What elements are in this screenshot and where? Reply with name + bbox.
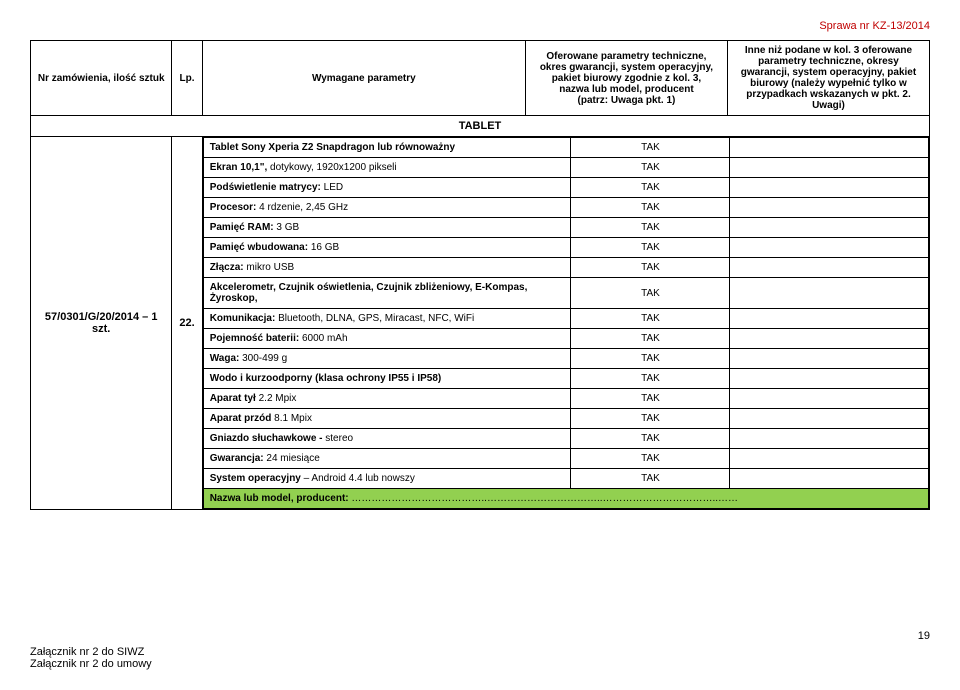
section-title-row: TABLET bbox=[31, 116, 930, 137]
spec-label: Gniazdo słuchawkowe - stereo bbox=[203, 429, 571, 449]
spec-tak: TAK bbox=[571, 389, 730, 409]
table-row: Aparat tył 2.2 MpixTAK bbox=[203, 389, 928, 409]
spec-tak: TAK bbox=[571, 409, 730, 429]
spec-blank bbox=[730, 369, 929, 389]
table-row: Pamięć wbudowana: 16 GBTAK bbox=[203, 238, 928, 258]
section-title: TABLET bbox=[31, 116, 930, 137]
header-row: Nr zamówienia, ilość sztuk Lp. Wymagane … bbox=[31, 41, 930, 116]
table-row: Ekran 10,1", dotykowy, 1920x1200 pikseli… bbox=[203, 158, 928, 178]
spec-blank bbox=[730, 278, 929, 309]
col-header-offer1: Oferowane parametry techniczne, okres gw… bbox=[525, 41, 727, 116]
spec-tak: TAK bbox=[571, 158, 730, 178]
spec-label: Komunikacja: Bluetooth, DLNA, GPS, Mirac… bbox=[203, 309, 571, 329]
table-row: Gwarancja: 24 miesiąceTAK bbox=[203, 449, 928, 469]
spec-blank bbox=[730, 138, 929, 158]
order-lp-cell: 22. bbox=[172, 137, 202, 510]
spec-tak: TAK bbox=[571, 178, 730, 198]
spec-tak: TAK bbox=[571, 138, 730, 158]
footer-line-1: Załącznik nr 2 do SIWZ bbox=[30, 646, 930, 658]
spec-tak: TAK bbox=[571, 369, 730, 389]
spec-tak: TAK bbox=[571, 449, 730, 469]
spec-blank bbox=[730, 469, 929, 489]
spec-label: Tablet Sony Xperia Z2 Snapdragon lub rów… bbox=[203, 138, 571, 158]
spec-label: Akcelerometr, Czujnik oświetlenia, Czujn… bbox=[203, 278, 571, 309]
spec-tak: TAK bbox=[571, 218, 730, 238]
footer: 19 Załącznik nr 2 do SIWZ Załącznik nr 2… bbox=[30, 630, 930, 670]
spec-blank bbox=[730, 258, 929, 278]
specs-container: Tablet Sony Xperia Z2 Snapdragon lub rów… bbox=[202, 137, 929, 510]
spec-tak: TAK bbox=[571, 198, 730, 218]
spec-tak: TAK bbox=[571, 258, 730, 278]
spec-blank bbox=[730, 449, 929, 469]
table-row: Waga: 300-499 gTAK bbox=[203, 349, 928, 369]
main-table: Nr zamówienia, ilość sztuk Lp. Wymagane … bbox=[30, 40, 930, 510]
spec-label: Aparat tył 2.2 Mpix bbox=[203, 389, 571, 409]
page-number: 19 bbox=[30, 630, 930, 642]
table-row: Aparat przód 8.1 MpixTAK bbox=[203, 409, 928, 429]
table-row: Pamięć RAM: 3 GBTAK bbox=[203, 218, 928, 238]
order-ref-cell: 57/0301/G/20/2014 – 1 szt. bbox=[31, 137, 172, 510]
spec-tak: TAK bbox=[571, 278, 730, 309]
table-row: Podświetlenie matrycy: LEDTAK bbox=[203, 178, 928, 198]
spec-blank bbox=[730, 309, 929, 329]
spec-label: Pamięć RAM: 3 GB bbox=[203, 218, 571, 238]
footer-line-2: Załącznik nr 2 do umowy bbox=[30, 658, 930, 670]
spec-tak: TAK bbox=[571, 349, 730, 369]
table-row: Procesor: 4 rdzenie, 2,45 GHzTAK bbox=[203, 198, 928, 218]
spec-blank bbox=[730, 198, 929, 218]
spec-tak: TAK bbox=[571, 429, 730, 449]
spec-blank bbox=[730, 429, 929, 449]
producer-row: Nazwa lub model, producent: ………………………………… bbox=[203, 489, 928, 509]
spec-blank bbox=[730, 178, 929, 198]
producer-cell: Nazwa lub model, producent: ………………………………… bbox=[203, 489, 928, 509]
spec-label: Waga: 300-499 g bbox=[203, 349, 571, 369]
spec-tak: TAK bbox=[571, 309, 730, 329]
spec-label: Podświetlenie matrycy: LED bbox=[203, 178, 571, 198]
spec-blank bbox=[730, 158, 929, 178]
spec-table: Tablet Sony Xperia Z2 Snapdragon lub rów… bbox=[203, 137, 929, 509]
spec-blank bbox=[730, 349, 929, 369]
spec-blank bbox=[730, 329, 929, 349]
table-row: Akcelerometr, Czujnik oświetlenia, Czujn… bbox=[203, 278, 928, 309]
table-row: Gniazdo słuchawkowe - stereoTAK bbox=[203, 429, 928, 449]
spec-label: Ekran 10,1", dotykowy, 1920x1200 pikseli bbox=[203, 158, 571, 178]
spec-tak: TAK bbox=[571, 469, 730, 489]
spec-label: Aparat przód 8.1 Mpix bbox=[203, 409, 571, 429]
table-row: Pojemność baterii: 6000 mAhTAK bbox=[203, 329, 928, 349]
spec-tak: TAK bbox=[571, 238, 730, 258]
table-row: Tablet Sony Xperia Z2 Snapdragon lub rów… bbox=[203, 138, 928, 158]
spec-tak: TAK bbox=[571, 329, 730, 349]
case-number: Sprawa nr KZ-13/2014 bbox=[30, 20, 930, 32]
table-row: Wodo i kurzoodporny (klasa ochrony IP55 … bbox=[203, 369, 928, 389]
spec-label: Pamięć wbudowana: 16 GB bbox=[203, 238, 571, 258]
col-header-nr: Nr zamówienia, ilość sztuk bbox=[31, 41, 172, 116]
spec-label: System operacyjny – Android 4.4 lub nows… bbox=[203, 469, 571, 489]
spec-label: Złącza: mikro USB bbox=[203, 258, 571, 278]
spec-label: Wodo i kurzoodporny (klasa ochrony IP55 … bbox=[203, 369, 571, 389]
table-row: Złącza: mikro USBTAK bbox=[203, 258, 928, 278]
spec-blank bbox=[730, 409, 929, 429]
body-row: 57/0301/G/20/2014 – 1 szt. 22. Tablet So… bbox=[31, 137, 930, 510]
table-row: Komunikacja: Bluetooth, DLNA, GPS, Mirac… bbox=[203, 309, 928, 329]
spec-label: Pojemność baterii: 6000 mAh bbox=[203, 329, 571, 349]
spec-label: Gwarancja: 24 miesiące bbox=[203, 449, 571, 469]
spec-blank bbox=[730, 389, 929, 409]
col-header-offer2: Inne niż podane w kol. 3 oferowane param… bbox=[727, 41, 929, 116]
spec-blank bbox=[730, 218, 929, 238]
spec-label: Procesor: 4 rdzenie, 2,45 GHz bbox=[203, 198, 571, 218]
col-header-lp: Lp. bbox=[172, 41, 202, 116]
spec-blank bbox=[730, 238, 929, 258]
col-header-param: Wymagane parametry bbox=[202, 41, 525, 116]
table-row: System operacyjny – Android 4.4 lub nows… bbox=[203, 469, 928, 489]
